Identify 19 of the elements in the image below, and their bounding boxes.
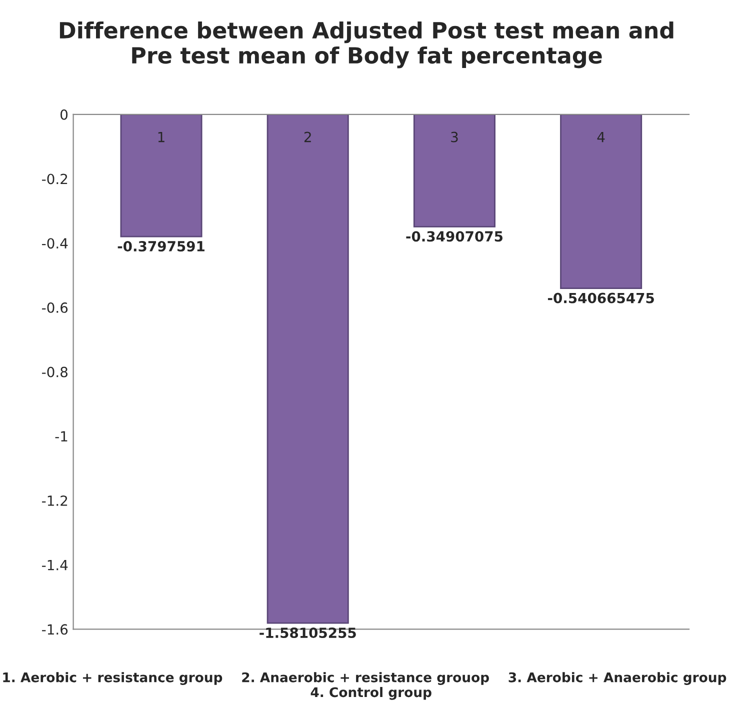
data-label: -1.58105255 bbox=[260, 628, 356, 638]
chart-title: Difference between Adjusted Post test mean and Pre test mean of Body fat percentage bbox=[60, 21, 674, 68]
x-tick-label: 1 bbox=[158, 132, 164, 142]
y-tick-label: -1.6 bbox=[42, 624, 68, 635]
x-tick-label: 4 bbox=[597, 132, 605, 142]
data-label: -0.34907075 bbox=[406, 231, 502, 242]
x-tick-label: 3 bbox=[451, 132, 458, 142]
y-tick-label: -1.4 bbox=[42, 560, 68, 570]
y-tick-label: -1 bbox=[55, 431, 68, 442]
text: 1. Aerobic + resistance group 2. Anaerobic + resistance grouop 3. Aerobic + Anaerobic group 4. Control group bbox=[3, 672, 726, 700]
y-tick-label: -1.2 bbox=[42, 495, 68, 506]
y-tick-label: -0.4 bbox=[42, 238, 68, 249]
y-tick-label: -0.8 bbox=[42, 366, 68, 378]
y-tick-label: 0 bbox=[60, 109, 68, 120]
data-label: -0.3797591 bbox=[118, 241, 204, 252]
y-tick-label: -0.2 bbox=[42, 174, 68, 184]
data-label: -0.540665475 bbox=[548, 292, 654, 304]
y-tick-label: -0.6 bbox=[42, 302, 68, 313]
x-tick-label: 2 bbox=[304, 132, 311, 142]
